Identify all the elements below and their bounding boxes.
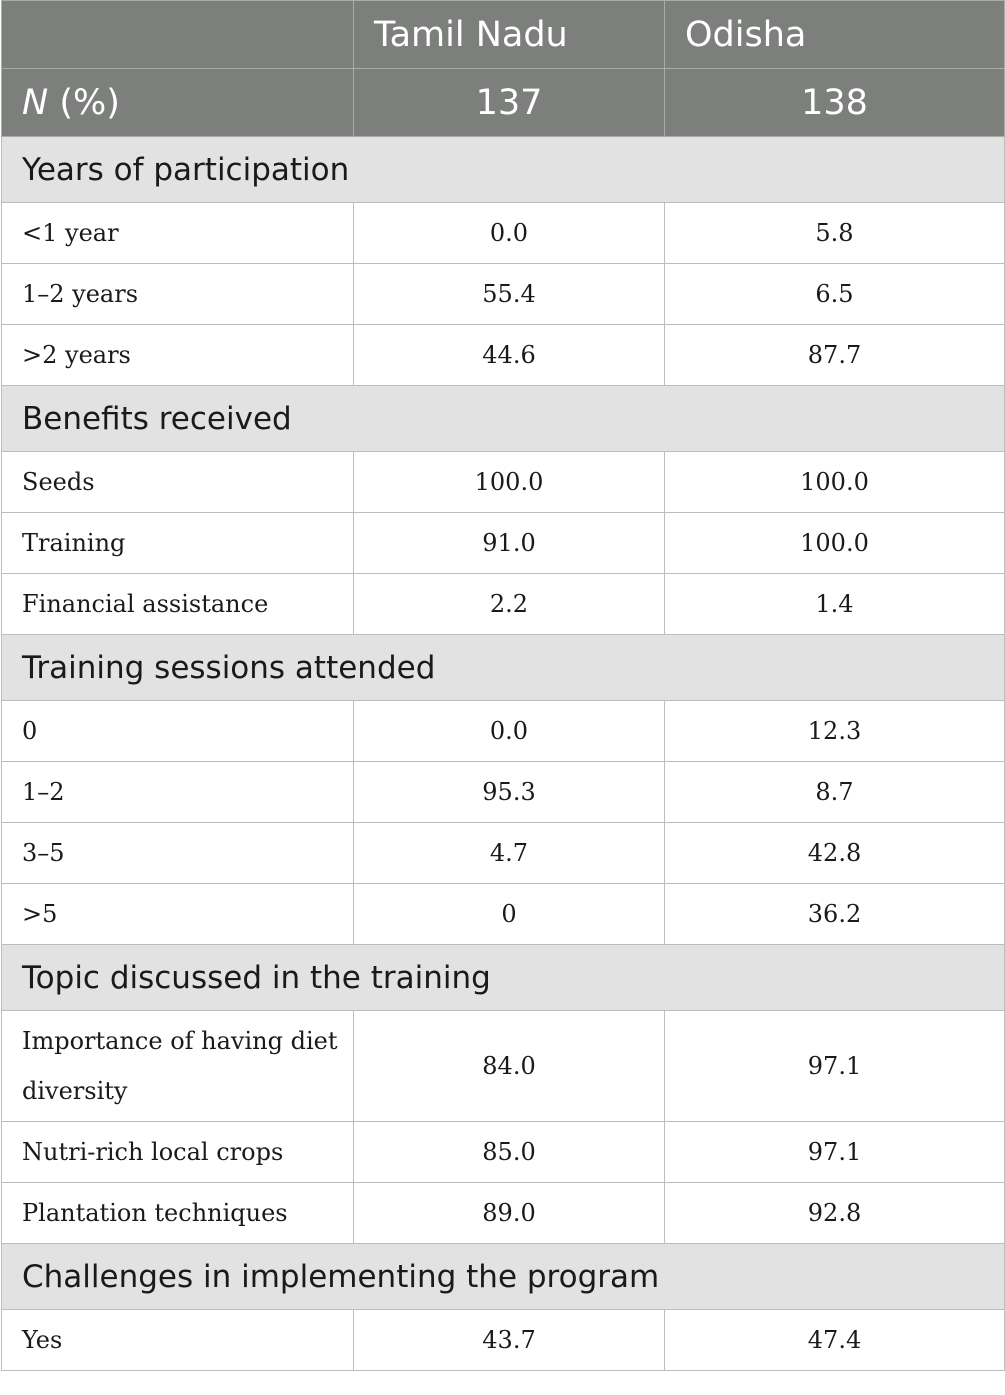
odisha-value: 6.5 bbox=[664, 263, 1005, 325]
section-title: Topic discussed in the training bbox=[1, 944, 1005, 1011]
percent-label: (%) bbox=[48, 82, 120, 123]
n-symbol: N bbox=[22, 82, 49, 123]
row-label: 1–2 years bbox=[1, 263, 354, 325]
table-row: Seeds 100.0 100.0 bbox=[1, 451, 1005, 513]
tamil-nadu-value: 100.0 bbox=[353, 451, 665, 513]
tamil-nadu-value: 0.0 bbox=[353, 700, 665, 762]
odisha-value: 8.7 bbox=[664, 761, 1005, 823]
section-training-sessions-attended: Training sessions attended 0 0.0 12.3 1–… bbox=[1, 634, 1005, 945]
table-row: Importance of having diet diversity 84.0… bbox=[1, 1010, 1005, 1122]
odisha-value: 97.1 bbox=[664, 1121, 1005, 1183]
row-label: 0 bbox=[1, 700, 354, 762]
section-title: Challenges in implementing the program bbox=[1, 1243, 1005, 1310]
section-title: Benefits received bbox=[1, 385, 1005, 452]
tamil-nadu-value: 95.3 bbox=[353, 761, 665, 823]
row-label: >2 years bbox=[1, 324, 354, 386]
tamil-nadu-value: 91.0 bbox=[353, 512, 665, 574]
table-row: 1–2 95.3 8.7 bbox=[1, 761, 1005, 823]
header-odisha: Odisha bbox=[664, 0, 1005, 69]
section-challenges: Challenges in implementing the program Y… bbox=[1, 1243, 1005, 1371]
row-label: 1–2 bbox=[1, 761, 354, 823]
table-row: Nutri-rich local crops 85.0 97.1 bbox=[1, 1121, 1005, 1183]
table-row: >2 years 44.6 87.7 bbox=[1, 324, 1005, 386]
sample-size-tamil-nadu: 137 bbox=[353, 68, 665, 137]
row-label: Nutri-rich local crops bbox=[1, 1121, 354, 1183]
odisha-value: 5.8 bbox=[664, 202, 1005, 264]
tamil-nadu-value: 43.7 bbox=[353, 1309, 665, 1371]
table-row: 1–2 years 55.4 6.5 bbox=[1, 263, 1005, 325]
sample-size-label: N (%) bbox=[1, 68, 354, 137]
odisha-value: 100.0 bbox=[664, 451, 1005, 513]
row-label: Seeds bbox=[1, 451, 354, 513]
tamil-nadu-value: 4.7 bbox=[353, 822, 665, 884]
odisha-value: 92.8 bbox=[664, 1182, 1005, 1244]
table-row: Training 91.0 100.0 bbox=[1, 512, 1005, 574]
table-row: 0 0.0 12.3 bbox=[1, 700, 1005, 762]
section-title: Training sessions attended bbox=[1, 634, 1005, 701]
tamil-nadu-value: 84.0 bbox=[353, 1010, 665, 1122]
table-row: 3–5 4.7 42.8 bbox=[1, 822, 1005, 884]
odisha-value: 87.7 bbox=[664, 324, 1005, 386]
row-label: Financial assistance bbox=[1, 573, 354, 635]
row-label: Plantation techniques bbox=[1, 1182, 354, 1244]
header-row: Tamil Nadu Odisha bbox=[1, 0, 1005, 69]
row-label: Importance of having diet diversity bbox=[1, 1010, 354, 1122]
row-label: <1 year bbox=[1, 202, 354, 264]
row-label: Training bbox=[1, 512, 354, 574]
odisha-value: 47.4 bbox=[664, 1309, 1005, 1371]
tamil-nadu-value: 0 bbox=[353, 883, 665, 945]
row-label: Yes bbox=[1, 1309, 354, 1371]
odisha-value: 12.3 bbox=[664, 700, 1005, 762]
odisha-value: 97.1 bbox=[664, 1010, 1005, 1122]
section-title: Years of participation bbox=[1, 136, 1005, 203]
section-years-of-participation: Years of participation <1 year 0.0 5.8 1… bbox=[1, 136, 1005, 386]
table-row: Financial assistance 2.2 1.4 bbox=[1, 573, 1005, 635]
section-topic-discussed: Topic discussed in the training Importan… bbox=[1, 944, 1005, 1244]
odisha-value: 42.8 bbox=[664, 822, 1005, 884]
table-row: Yes 43.7 47.4 bbox=[1, 1309, 1005, 1371]
sample-size-row: N (%) 137 138 bbox=[1, 68, 1005, 137]
tamil-nadu-value: 55.4 bbox=[353, 263, 665, 325]
tamil-nadu-value: 44.6 bbox=[353, 324, 665, 386]
header-empty-cell bbox=[1, 0, 354, 69]
table-row: <1 year 0.0 5.8 bbox=[1, 202, 1005, 264]
sample-size-odisha: 138 bbox=[664, 68, 1005, 137]
tamil-nadu-value: 89.0 bbox=[353, 1182, 665, 1244]
tamil-nadu-value: 0.0 bbox=[353, 202, 665, 264]
header-tamil-nadu: Tamil Nadu bbox=[353, 0, 665, 69]
tamil-nadu-value: 85.0 bbox=[353, 1121, 665, 1183]
table-row: >5 0 36.2 bbox=[1, 883, 1005, 945]
row-label: 3–5 bbox=[1, 822, 354, 884]
odisha-value: 36.2 bbox=[664, 883, 1005, 945]
odisha-value: 100.0 bbox=[664, 512, 1005, 574]
odisha-value: 1.4 bbox=[664, 573, 1005, 635]
section-benefits-received: Benefits received Seeds 100.0 100.0 Trai… bbox=[1, 385, 1005, 635]
row-label: >5 bbox=[1, 883, 354, 945]
table-row: Plantation techniques 89.0 92.8 bbox=[1, 1182, 1005, 1244]
tamil-nadu-value: 2.2 bbox=[353, 573, 665, 635]
